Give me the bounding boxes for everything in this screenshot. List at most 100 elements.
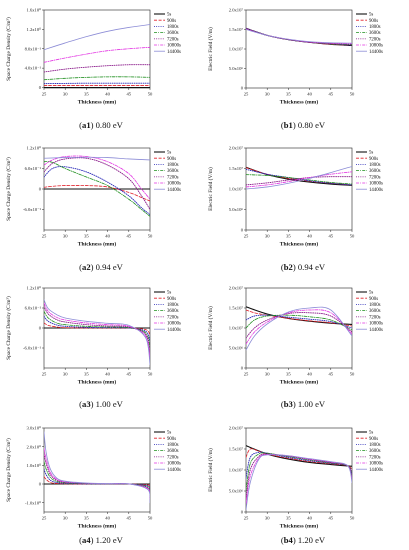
legend-label: 900s [369, 157, 378, 162]
legend-label: 10800s [369, 462, 383, 467]
x-tick-label: 25 [244, 372, 249, 377]
x-axis-label: Thickness (mm) [78, 241, 117, 248]
legend-label: 5s [369, 151, 373, 156]
x-tick-label: 30 [63, 516, 68, 521]
y-tick-label: 2.0x10⁰ [27, 444, 42, 449]
x-tick-label: 35 [286, 92, 291, 97]
x-tick-label: 25 [42, 92, 47, 97]
x-tick-label: 35 [84, 372, 89, 377]
x-tick-label: 45 [329, 92, 334, 97]
legend-label: 3600s [369, 31, 381, 36]
plot-frame [245, 9, 353, 89]
x-tick-label: 40 [307, 92, 312, 97]
y-tick-label: 1.2x10⁰ [27, 146, 42, 151]
x-tick-label: 50 [148, 372, 153, 377]
series-line-1800s [44, 166, 150, 216]
x-tick-label: 40 [307, 372, 312, 377]
legend-label: 7200s [167, 455, 179, 460]
legend-label: 1800s [167, 25, 179, 30]
panel-b3: 25 30 35 40 45 50 0 5.0x10⁶ 1.0x10⁷ 1.5x10⁷ 2.0x10… [207, 286, 383, 409]
y-tick-label: 2.0x10⁷ [229, 426, 244, 431]
y-tick-label: 1.6x10⁰ [27, 8, 42, 13]
x-tick-label: 40 [105, 92, 110, 97]
legend-label: 1800s [369, 443, 381, 448]
series-line-900s [44, 185, 150, 202]
legend-label: 5s [167, 431, 171, 436]
series-group [246, 306, 352, 351]
series-line-7200s [246, 28, 352, 45]
x-tick-label: 35 [84, 92, 89, 97]
legend-label: 900s [167, 297, 176, 302]
y-tick-label: 1.2x10⁰ [27, 27, 42, 32]
y-tick-label: 0 [241, 510, 244, 515]
legend-label: 14400s [369, 188, 383, 193]
legend-label: 14400s [369, 328, 383, 333]
legend-label: 5s [369, 13, 373, 18]
x-tick-label: 25 [244, 92, 249, 97]
series-line-14400s [44, 24, 150, 51]
plot-frame [43, 427, 151, 513]
x-tick-label: 40 [307, 516, 312, 521]
y-axis-label: Electric Field (V/m) [207, 167, 214, 211]
y-tick-label: 5.0x10⁶ [229, 489, 244, 494]
legend-label: 5s [167, 291, 171, 296]
series-line-3600s [44, 76, 150, 81]
legend-label: 7200s [369, 315, 381, 320]
panel-a2: 25 30 35 40 45 50 -6.0x10⁻¹ 0 6.0x10⁻¹ 1.2x10⁰ Thi… [5, 146, 181, 272]
legend-label: 10800s [167, 462, 181, 467]
y-tick-label: 2.0x10⁷ [229, 8, 244, 13]
panel-energy: 0.80 eV [298, 120, 326, 130]
series-line-1800s [246, 168, 352, 186]
legend-label: 10800s [369, 322, 383, 327]
series-line-14400s [246, 166, 352, 190]
panel-caption: (a3) 1.00 eV [79, 399, 123, 409]
series-group [246, 27, 352, 47]
series-line-3600s [246, 174, 352, 185]
x-tick-label: 30 [63, 372, 68, 377]
series-line-10800s [44, 155, 150, 200]
series-line-1800s [44, 315, 150, 342]
x-tick-label: 45 [127, 372, 132, 377]
series-line-3600s [246, 452, 352, 492]
legend-label: 1800s [167, 443, 179, 448]
plot-frame [245, 427, 353, 513]
x-tick-label: 40 [307, 234, 312, 239]
y-tick-label: 1.5x10⁷ [229, 447, 244, 452]
y-tick-label: 1.5x10⁷ [229, 166, 244, 171]
legend-label: 900s [167, 157, 176, 162]
panel-caption: (a1) 0.80 eV [79, 120, 123, 130]
legend-label: 5s [369, 291, 373, 296]
legend-label: 14400s [369, 468, 383, 473]
legend-label: 1800s [167, 163, 179, 168]
legend-label: 3600s [167, 169, 179, 174]
panel-label: a2 [82, 262, 91, 272]
legend-label: 5s [167, 13, 171, 18]
series-line-10800s [246, 453, 352, 504]
y-tick-label: 0 [241, 228, 244, 233]
panel-label: a1 [82, 120, 91, 130]
y-tick-label: -6.0x10⁻¹ [23, 207, 42, 212]
series-line-14400s [246, 306, 352, 351]
series-line-10800s [44, 448, 150, 500]
x-axis-label: Thickness (mm) [78, 523, 117, 530]
panel-caption: (a4) 1.20 eV [79, 535, 123, 545]
panel-label: b1 [284, 120, 293, 130]
series-line-3600s [246, 28, 352, 46]
legend-label: 7200s [369, 175, 381, 180]
y-tick-label: 8.0x10⁻¹ [25, 46, 42, 51]
panel-energy: 1.20 eV [298, 535, 326, 545]
y-tick-label: -1.0x10⁰ [25, 500, 41, 505]
x-tick-label: 45 [329, 234, 334, 239]
series-line-1800s [44, 468, 150, 492]
series-line-14400s [44, 156, 150, 161]
legend-label: 1800s [369, 163, 381, 168]
x-tick-label: 25 [42, 372, 47, 377]
panel-energy: 0.80 eV [96, 120, 124, 130]
y-tick-label: 0 [241, 366, 244, 371]
series-group [44, 431, 150, 504]
x-tick-label: 50 [350, 234, 355, 239]
panel-caption: (b2) 0.94 eV [281, 262, 326, 272]
